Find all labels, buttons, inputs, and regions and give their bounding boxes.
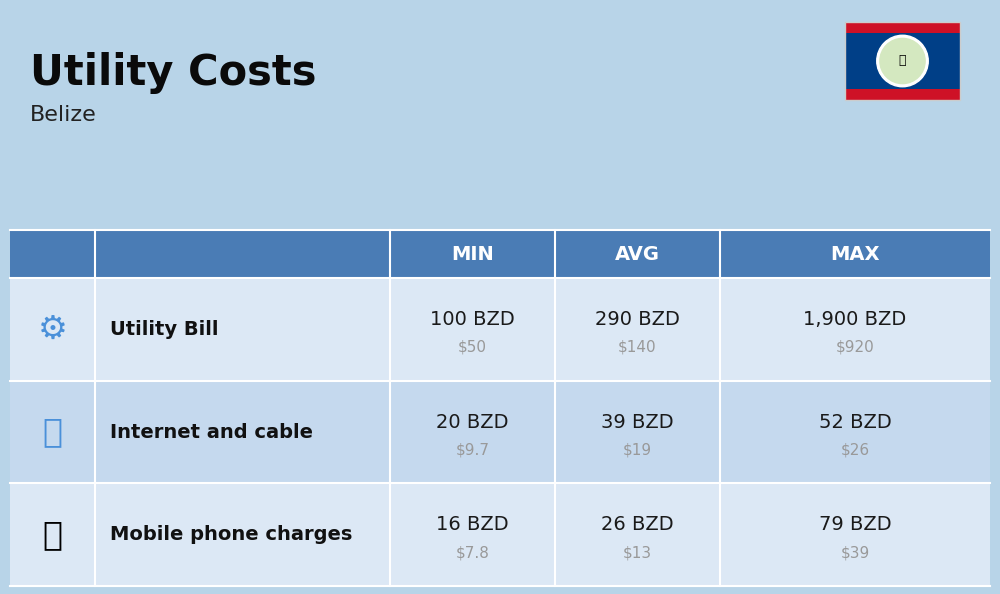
Text: $13: $13 (623, 545, 652, 560)
Bar (390, 381, 555, 484)
Text: MAX: MAX (830, 245, 880, 264)
Bar (95, 230, 390, 278)
Circle shape (877, 35, 928, 87)
Text: Internet and cable: Internet and cable (110, 422, 313, 441)
Text: 100 BZD: 100 BZD (430, 310, 515, 329)
Bar (555, 484, 720, 586)
Bar (10, 278, 95, 381)
Text: $50: $50 (458, 340, 487, 355)
Text: MIN: MIN (451, 245, 494, 264)
Bar (720, 381, 990, 484)
Bar (720, 278, 990, 381)
Text: $920: $920 (836, 340, 874, 355)
Text: 79 BZD: 79 BZD (819, 515, 891, 534)
Bar (10, 230, 95, 278)
Text: 1,900 BZD: 1,900 BZD (803, 310, 907, 329)
Text: 290 BZD: 290 BZD (595, 310, 680, 329)
Text: Utility Costs: Utility Costs (30, 52, 316, 94)
Text: $39: $39 (840, 545, 870, 560)
Circle shape (880, 39, 925, 84)
Text: Utility Bill: Utility Bill (110, 320, 218, 339)
Text: Mobile phone charges: Mobile phone charges (110, 525, 352, 544)
Text: ⚙️: ⚙️ (38, 313, 67, 346)
Bar (845, 89, 960, 100)
Text: $26: $26 (840, 443, 870, 457)
Bar (555, 230, 720, 278)
Bar (555, 278, 720, 381)
Text: $140: $140 (618, 340, 657, 355)
Text: $19: $19 (623, 443, 652, 457)
Bar (845, 22, 960, 33)
Bar (390, 484, 555, 586)
Text: 📱: 📱 (42, 518, 62, 551)
Bar (10, 381, 95, 484)
Text: 26 BZD: 26 BZD (601, 515, 674, 534)
Bar (720, 484, 990, 586)
Bar (845, 22, 960, 100)
Bar (95, 278, 390, 381)
Text: $9.7: $9.7 (456, 443, 490, 457)
Bar (845, 22, 960, 100)
Bar (720, 230, 990, 278)
Bar (10, 484, 95, 586)
Bar (390, 230, 555, 278)
Text: 20 BZD: 20 BZD (436, 412, 509, 431)
Text: 📶: 📶 (42, 415, 62, 448)
Text: $7.8: $7.8 (456, 545, 489, 560)
Text: 16 BZD: 16 BZD (436, 515, 509, 534)
Text: AVG: AVG (615, 245, 660, 264)
Bar (95, 484, 390, 586)
Bar (390, 278, 555, 381)
Text: Belize: Belize (30, 105, 97, 125)
Text: 🌿: 🌿 (899, 55, 906, 68)
Text: 52 BZD: 52 BZD (819, 412, 891, 431)
Text: 39 BZD: 39 BZD (601, 412, 674, 431)
Bar (95, 381, 390, 484)
Bar (555, 381, 720, 484)
